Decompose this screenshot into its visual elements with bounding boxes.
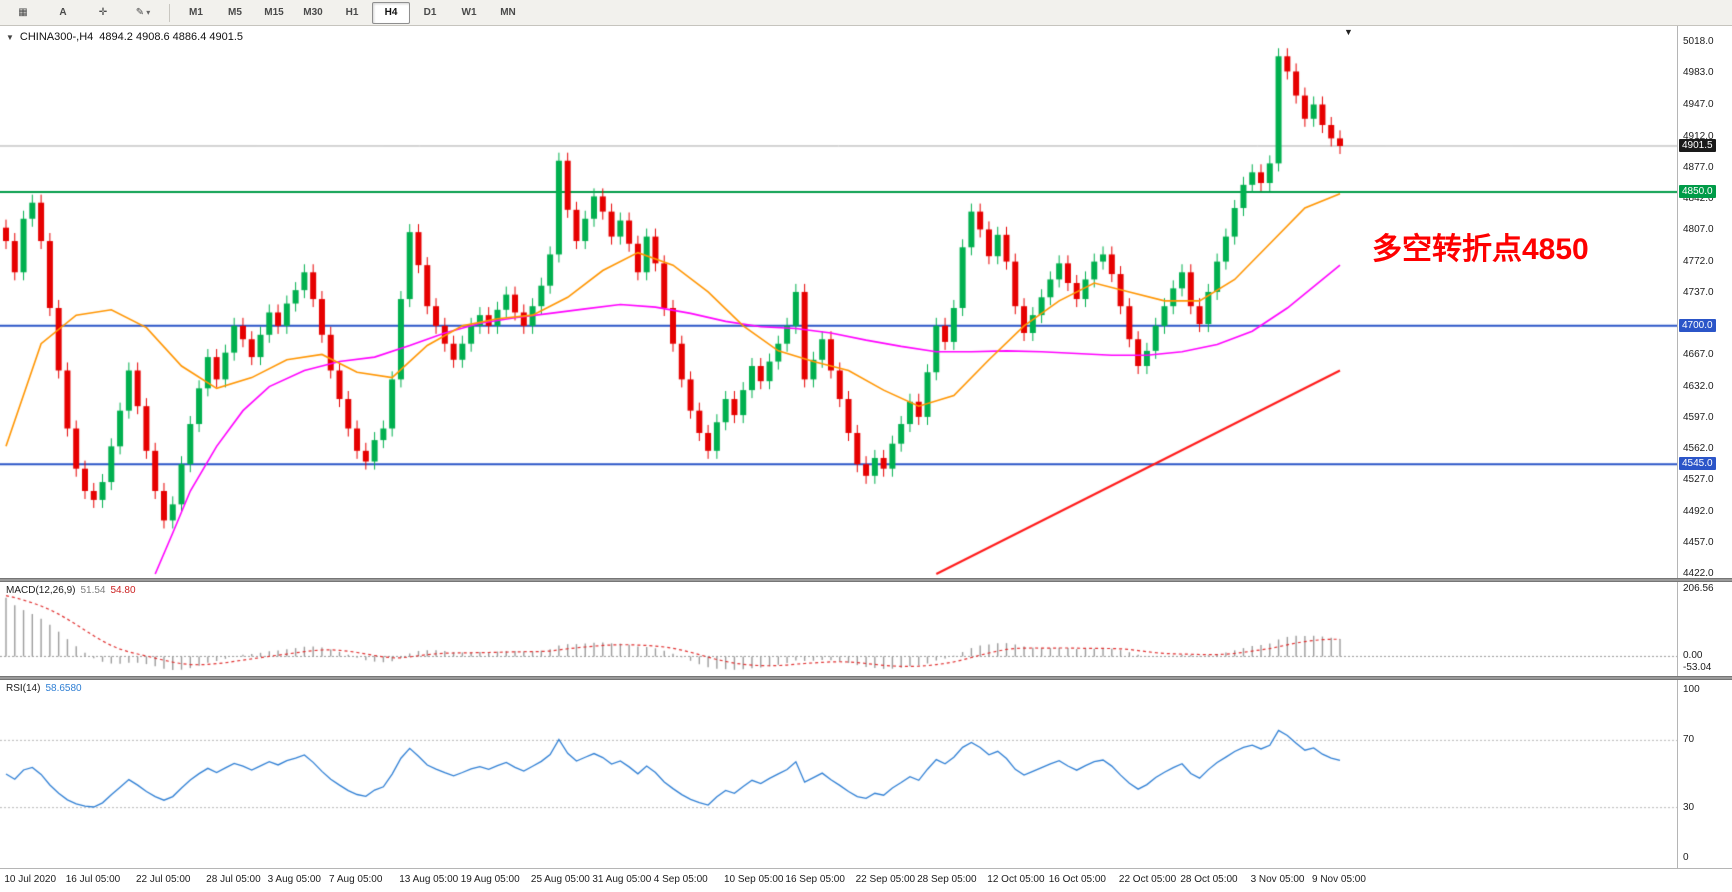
time-tick-label: 28 Sep 05:00 (917, 874, 977, 885)
timeframe-button-h1[interactable]: H1 (345, 7, 359, 18)
rsi-header: RSI(14) 58.6580 (6, 683, 82, 694)
price-level-tag: 4901.5 (1679, 138, 1716, 152)
time-tick-label: 16 Jul 05:00 (65, 874, 121, 885)
macd-signal-value: 54.80 (110, 585, 136, 596)
time-tick-label: 13 Aug 05:00 (399, 874, 459, 885)
main-chart-canvas[interactable] (0, 26, 1677, 578)
price-tick-label: 4457.0 (1683, 536, 1714, 548)
crosshair-tool-button[interactable]: ✛ (98, 7, 108, 18)
main-price-panel: ▼ CHINA300-,H4 4894.2 4908.6 4886.4 4901… (0, 26, 1732, 578)
chart-grid-icon[interactable]: ▦ (18, 7, 28, 18)
rsi-tick-label: 100 (1683, 684, 1700, 695)
time-tick-label: 12 Oct 05:00 (987, 874, 1045, 885)
time-tick-label: 7 Aug 05:00 (329, 874, 383, 885)
rsi-value: 58.6580 (45, 683, 82, 694)
time-tick-label: 3 Nov 05:00 (1250, 874, 1305, 885)
timeframe-button-m1[interactable]: M1 (189, 7, 203, 18)
rsi-title: RSI(14) (6, 683, 41, 694)
chart-header: ▼ CHINA300-,H4 4894.2 4908.6 4886.4 4901… (6, 31, 243, 43)
macd-panel: MACD(12,26,9) 51.54 54.80 206.56 0.00 -53.… (0, 582, 1732, 676)
timeframe-button-d1[interactable]: D1 (423, 7, 437, 18)
annotation-text[interactable]: 多空转折点4850 (1372, 233, 1589, 266)
price-tick-label: 4667.0 (1683, 349, 1714, 361)
price-tick-label: 4597.0 (1683, 411, 1714, 423)
toolbar-separator (169, 3, 170, 22)
price-tick-label: 4772.0 (1683, 255, 1714, 267)
rsi-canvas[interactable] (0, 680, 1677, 868)
time-axis[interactable]: 10 Jul 2020 16 Jul 05:00 22 Jul 05:00 28 Ju… (0, 868, 1732, 892)
time-tick-label: 28 Oct 05:00 (1180, 874, 1238, 885)
rsi-tick-label: 0 (1683, 852, 1689, 863)
ohlc-values-label: 4894.2 4908.6 4886.4 4901.5 (99, 31, 244, 43)
macd-tick-label: 0.00 (1683, 650, 1703, 662)
dropdown-arrow-icon: ▾ (146, 8, 151, 17)
macd-axis[interactable]: 206.56 0.00 -53.04 (1677, 582, 1732, 676)
macd-header: MACD(12,26,9) 51.54 54.80 (6, 585, 136, 596)
time-tick-label: 16 Sep 05:00 (785, 874, 845, 885)
price-tick-label: 4562.0 (1683, 443, 1714, 455)
price-tick-label: 5018.0 (1683, 36, 1714, 47)
rsi-axis[interactable]: 100 70 30 0 (1677, 680, 1732, 868)
time-tick-label: 10 Jul 2020 (4, 874, 57, 885)
draw-tools-dropdown[interactable]: ✎ ▾ (135, 7, 151, 18)
price-tick-label: 4842.0 (1683, 193, 1714, 205)
rsi-tick-label: 70 (1683, 734, 1695, 746)
panel-resize-separator[interactable] (0, 676, 1732, 680)
price-tick-label: 4492.0 (1683, 505, 1714, 517)
drawing-tools-group: ▦ A ✛ ✎ ▾ (4, 2, 162, 24)
macd-main-value: 51.54 (80, 585, 106, 596)
macd-tick-label: 206.56 (1683, 583, 1714, 594)
one-click-trading-arrow-icon[interactable]: ▼ (6, 32, 14, 42)
time-tick-label: 31 Aug 05:00 (592, 874, 652, 885)
timeframe-button-m15[interactable]: M15 (264, 7, 284, 18)
timeframe-button-h4[interactable]: H4 (372, 1, 410, 24)
price-tick-label: 4877.0 (1683, 161, 1714, 173)
chart-window: ▼ CHINA300-,H4 4894.2 4908.6 4886.4 4901… (0, 26, 1732, 892)
timeframe-button-m5[interactable]: M5 (228, 7, 242, 18)
price-tick-label: 4947.0 (1683, 99, 1714, 111)
time-tick-label: 22 Sep 05:00 (855, 874, 916, 885)
price-level-tag: 4545.0 (1679, 457, 1716, 471)
time-tick-label: 10 Sep 05:00 (723, 874, 784, 885)
time-tick-label: 4 Sep 05:00 (653, 874, 708, 885)
price-tick-label: 4422.0 (1683, 568, 1714, 578)
time-tick-label: 25 Aug 05:00 (530, 874, 590, 885)
price-axis[interactable]: 5018.0 4983.0 4947.0 4912.0 4877.0 4842.0 4807… (1677, 26, 1732, 578)
macd-tick-label: -53.04 (1683, 662, 1712, 673)
time-tick-label: 3 Aug 05:00 (267, 874, 321, 885)
price-tick-label: 4983.0 (1683, 67, 1714, 79)
time-tick-label: 16 Oct 05:00 (1048, 874, 1106, 885)
time-tick-label: 22 Oct 05:00 (1118, 874, 1177, 885)
price-tick-label: 4807.0 (1683, 224, 1714, 236)
price-level-tag: 4850.0 (1679, 184, 1716, 198)
timeframe-button-mn[interactable]: MN (500, 7, 516, 18)
rsi-panel: RSI(14) 58.6580 100 70 30 0 (0, 680, 1732, 868)
time-tick-label: 19 Aug 05:00 (460, 874, 520, 885)
text-tool-button[interactable]: A (59, 7, 67, 18)
price-tick-label: 4527.0 (1683, 474, 1714, 486)
timeframe-button-w1[interactable]: W1 (461, 7, 477, 18)
macd-canvas[interactable] (0, 582, 1677, 676)
timeframe-buttons-group: M1 M5 M15 M30 H1 H4 D1 W1 MN (177, 1, 527, 24)
time-tick-label: 9 Nov 05:00 (1312, 874, 1366, 885)
panel-resize-separator[interactable] (0, 578, 1732, 582)
rsi-tick-label: 30 (1683, 801, 1695, 813)
price-tick-label: 4737.0 (1683, 286, 1714, 298)
time-tick-label: 28 Jul 05:00 (206, 874, 261, 885)
timeframe-button-m30[interactable]: M30 (303, 7, 323, 18)
price-tick-label: 4632.0 (1683, 380, 1714, 392)
toolbar: ▦ A ✛ ✎ ▾ M1 M5 M15 M30 H1 H4 D1 W1 MN (0, 0, 1732, 26)
chart-shift-marker-icon[interactable]: ▼ (1344, 27, 1353, 37)
price-tick-label: 4912.0 (1683, 130, 1714, 142)
time-tick-label: 22 Jul 05:00 (135, 874, 191, 885)
symbol-period-label: CHINA300-,H4 (19, 31, 94, 43)
macd-title: MACD(12,26,9) (6, 585, 76, 596)
price-level-tag: 4700.0 (1679, 318, 1716, 332)
